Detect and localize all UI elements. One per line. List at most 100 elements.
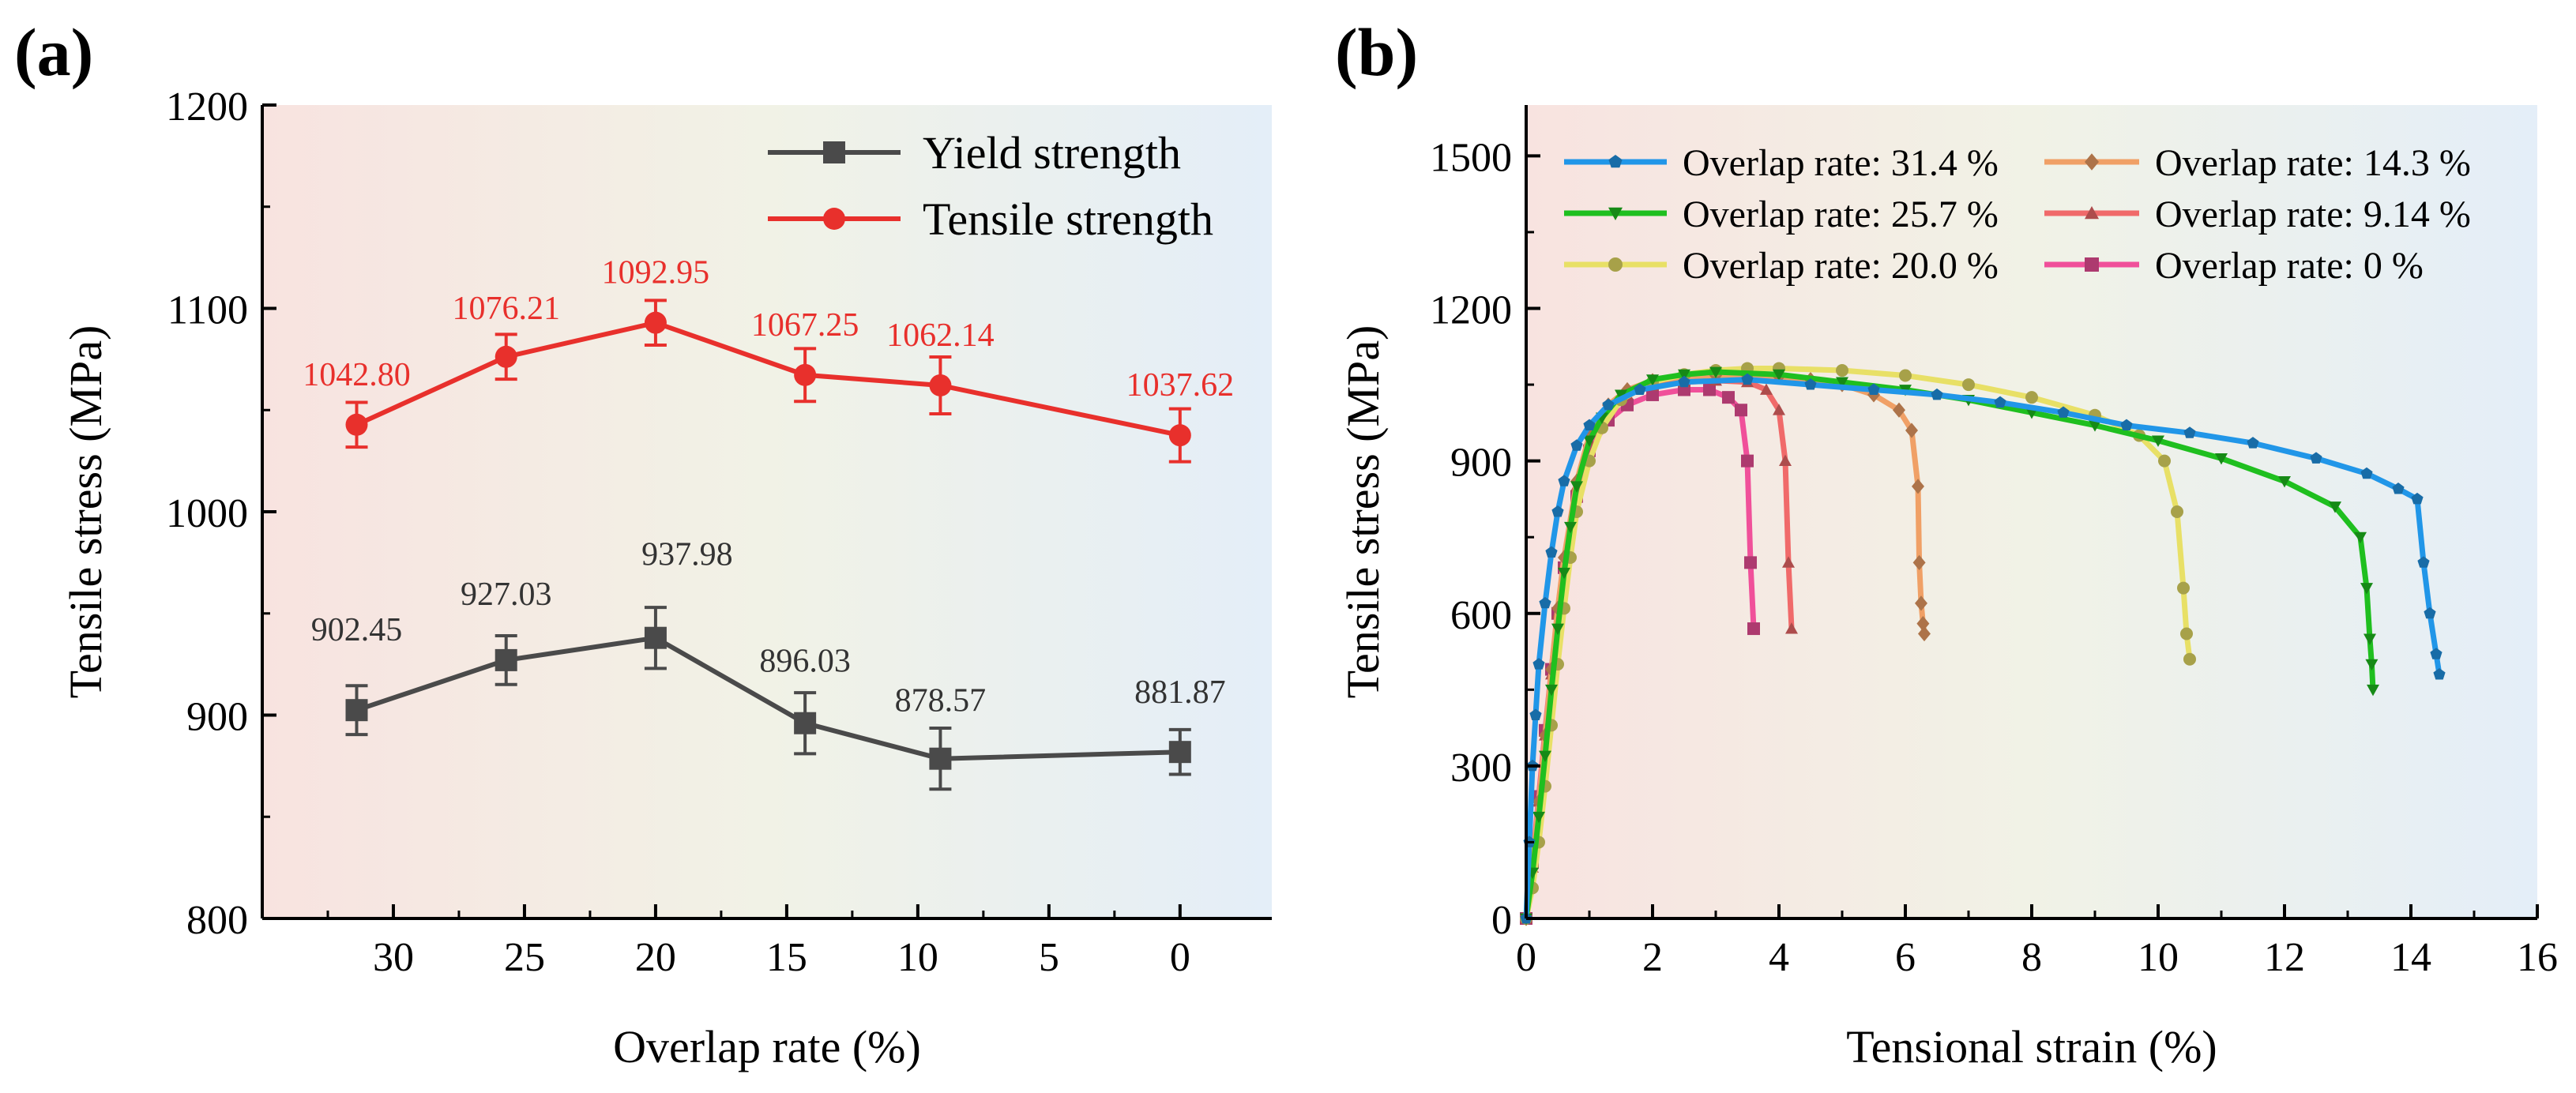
data-label: 1092.95 — [602, 255, 710, 291]
data-point — [1532, 658, 1545, 670]
data-point — [1915, 595, 1927, 611]
legend-label: Overlap rate: 25.7 % — [1683, 193, 1999, 235]
data-point — [1646, 388, 1659, 401]
data-point — [2417, 556, 2430, 568]
data-point — [1678, 369, 1690, 381]
data-point — [1741, 373, 1754, 385]
data-point — [1570, 481, 1583, 493]
data-point — [1804, 378, 1817, 390]
series-line — [355, 320, 1181, 438]
data-label: 896.03 — [759, 644, 851, 680]
data-point — [345, 413, 368, 436]
data-point — [2215, 453, 2228, 465]
data-point — [794, 712, 817, 734]
x-tick-label-a: 0 — [1170, 935, 1190, 980]
data-point — [1646, 374, 1659, 386]
data-point — [345, 699, 368, 722]
data-point — [1722, 391, 1735, 404]
data-point — [2120, 419, 2133, 430]
x-tick-label-b: 12 — [2264, 935, 2305, 980]
data-point — [1994, 396, 2006, 408]
data-point — [1836, 377, 1848, 389]
data-point — [1634, 383, 1646, 395]
data-point — [794, 363, 817, 386]
data-point — [2171, 505, 2183, 518]
y-tick-label-b: 1500 — [1430, 135, 1512, 180]
data-point — [1899, 369, 1912, 382]
legend-label: Overlap rate: 31.4 % — [1683, 142, 1999, 184]
plot-area-a — [262, 105, 1272, 918]
data-point — [1564, 521, 1577, 534]
x-axis-label-a: Overlap rate (%) — [613, 1021, 921, 1072]
data-point — [644, 626, 667, 649]
data-point — [2180, 627, 2193, 640]
x-tick-label-b: 14 — [2390, 935, 2431, 980]
data-point — [1678, 375, 1690, 388]
data-point — [1529, 708, 1542, 720]
data-point — [495, 345, 517, 368]
data-point — [2360, 583, 2373, 595]
x-tick-label-b: 6 — [1895, 935, 1916, 980]
x-tick-label-a: 15 — [766, 935, 807, 980]
data-point — [929, 747, 952, 770]
data-label: 881.87 — [1134, 674, 1226, 711]
data-point — [1747, 622, 1760, 636]
chart-panel-b: 0 300 600 900 1200 1500 0 2 4 6 8 10 12 14 16 Tensiona… — [1337, 105, 2558, 1072]
y-tick-label-b: 600 — [1450, 593, 1512, 638]
data-point — [2183, 426, 2196, 438]
data-point — [2433, 668, 2446, 680]
data-point — [1867, 383, 1880, 395]
y-tick-label-a: 900 — [186, 695, 248, 740]
y-tick-label-a: 1000 — [166, 491, 248, 536]
data-label: 1067.25 — [751, 307, 859, 344]
legend-a: Yield strength Tensile strength — [768, 127, 1213, 245]
data-point — [644, 311, 667, 334]
data-point — [1539, 750, 1551, 762]
legend-b: Overlap rate: 31.4 % Overlap rate: 25.7 %… — [1564, 142, 2471, 287]
data-point — [495, 648, 517, 671]
series-yield-strength: 902.45 927.03 937.98 896.03 878.57 881.87 — [311, 537, 1226, 791]
legend-marker — [2085, 257, 2099, 272]
data-point — [2354, 531, 2367, 544]
data-point — [2158, 454, 2171, 468]
y-tick-label-b: 1200 — [1430, 288, 1512, 333]
legend-label: Overlap rate: 0 % — [2155, 245, 2424, 287]
legend-label: Overlap rate: 9.14 % — [2155, 193, 2471, 235]
y-tick-label-a: 1100 — [167, 288, 248, 333]
data-point — [1539, 596, 1551, 609]
x-axis-label-b: Tensional strain (%) — [1846, 1021, 2217, 1072]
data-point — [2411, 492, 2424, 505]
legend-label: Overlap rate: 14.3 % — [2155, 142, 2471, 184]
x-tick-label-b: 2 — [1642, 935, 1663, 980]
data-point — [2247, 437, 2259, 449]
data-point — [929, 374, 952, 396]
x-tick-label-b: 4 — [1769, 935, 1789, 980]
data-point — [1773, 369, 1785, 381]
data-label: 927.03 — [461, 577, 552, 613]
data-point — [1931, 388, 1943, 400]
x-tick-label-a: 25 — [504, 935, 545, 980]
data-point — [1916, 616, 1930, 632]
data-point — [1893, 402, 1905, 418]
data-point — [2367, 684, 2379, 697]
data-point — [1962, 378, 1975, 392]
data-point — [2424, 607, 2436, 619]
legend-marker — [2085, 206, 2099, 220]
data-point — [1918, 625, 1931, 642]
plot-area-b — [1526, 105, 2537, 918]
data-point — [1615, 389, 1627, 401]
data-point — [1735, 404, 1747, 417]
series-overlap-rate-31-4- — [1520, 373, 2446, 924]
y-tick-label-b: 900 — [1450, 441, 1512, 486]
series-tensile-strength: 1042.80 1076.21 1092.95 1067.25 1062.14 1037.… — [303, 255, 1234, 464]
y-tick-label-b: 300 — [1450, 746, 1512, 791]
y-tick-label-b: 0 — [1491, 898, 1512, 943]
data-label: 878.57 — [895, 683, 987, 719]
x-tick-label-a: 5 — [1039, 935, 1059, 980]
x-tick-label-b: 8 — [2021, 935, 2042, 980]
x-tick-label-a: 10 — [897, 935, 938, 980]
y-axis-label-a: Tensile stress (MPa) — [60, 325, 111, 699]
data-point — [1785, 622, 1798, 634]
x-tick-label-b: 0 — [1516, 935, 1536, 980]
y-axis-label-b: Tensile stress (MPa) — [1337, 325, 1389, 699]
